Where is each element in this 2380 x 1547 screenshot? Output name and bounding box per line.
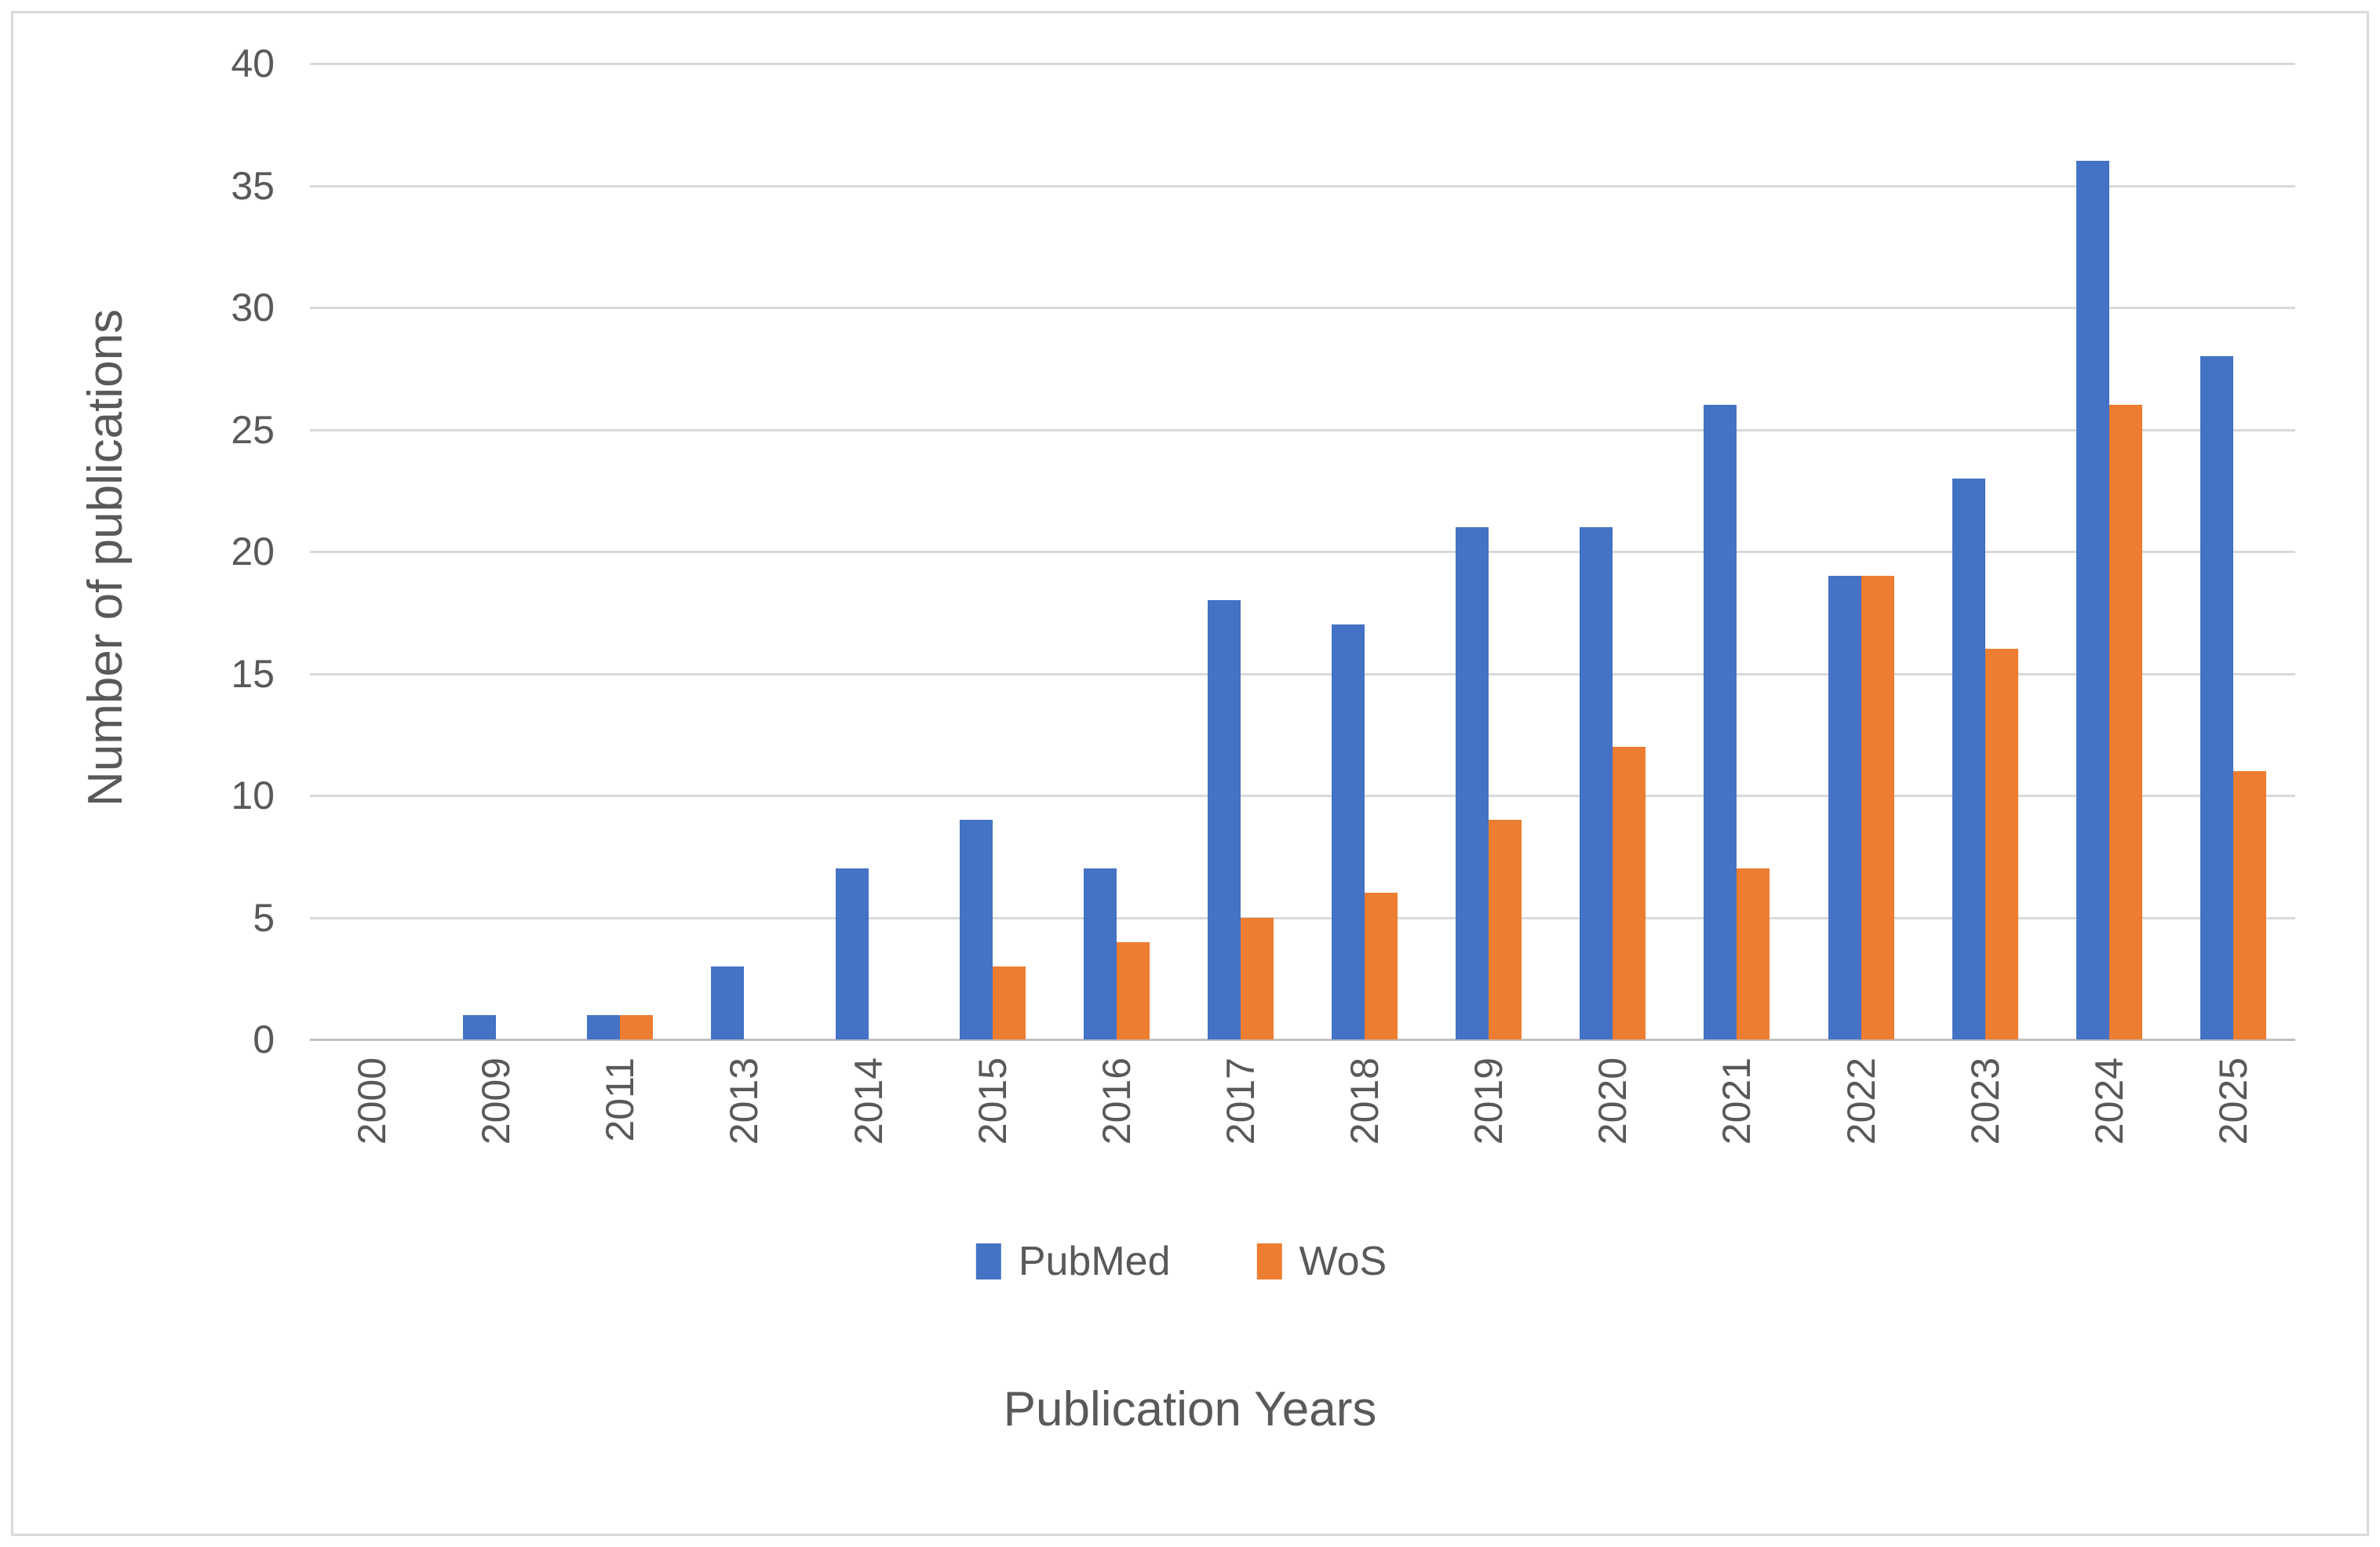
y-axis-title: Number of publications xyxy=(78,308,133,807)
gridline xyxy=(310,63,2295,65)
x-tick-label-2016: 2016 xyxy=(1094,1057,1139,1145)
bar-wos-2017 xyxy=(1240,917,1274,1039)
legend-swatch-wos xyxy=(1256,1243,1282,1279)
bar-pubmed-2019 xyxy=(1456,526,1489,1039)
gridline xyxy=(310,916,2295,919)
plot-area xyxy=(310,63,2295,1041)
x-tick-label-2009: 2009 xyxy=(474,1057,519,1145)
legend-label-pubmed: PubMed xyxy=(1018,1239,1171,1284)
legend: PubMed WoS xyxy=(975,1239,1387,1284)
x-tick-label-2011: 2011 xyxy=(598,1057,643,1142)
bar-pubmed-2009 xyxy=(463,1014,497,1039)
bar-wos-2024 xyxy=(2108,405,2142,1039)
bar-wos-2023 xyxy=(1985,649,2018,1039)
bar-pubmed-2016 xyxy=(1083,868,1117,1039)
y-tick-label: 20 xyxy=(231,530,275,573)
x-tick-label-2013: 2013 xyxy=(722,1057,767,1145)
bar-wos-2022 xyxy=(1861,576,1894,1039)
y-tick-label: 30 xyxy=(231,286,275,329)
x-tick-label-2023: 2023 xyxy=(1963,1057,2007,1145)
bar-wos-2016 xyxy=(1116,941,1150,1039)
x-tick-label-2018: 2018 xyxy=(1343,1057,1387,1145)
gridline xyxy=(310,672,2295,675)
x-tick-label-2017: 2017 xyxy=(1218,1057,1263,1145)
bar-pubmed-2017 xyxy=(1207,600,1241,1039)
bar-wos-2011 xyxy=(620,1014,654,1039)
y-tick-label: 5 xyxy=(253,895,275,940)
bar-wos-2018 xyxy=(1365,893,1398,1039)
gridline xyxy=(310,551,2295,553)
y-tick-label: 15 xyxy=(231,651,275,696)
x-tick-label-2024: 2024 xyxy=(2087,1057,2131,1145)
legend-item-wos: WoS xyxy=(1256,1239,1387,1284)
bar-pubmed-2018 xyxy=(1332,624,1365,1039)
bar-pubmed-2023 xyxy=(1952,478,1985,1039)
y-tick-label: 10 xyxy=(231,774,275,817)
bar-wos-2020 xyxy=(1613,746,1646,1039)
bar-pubmed-2015 xyxy=(959,820,993,1039)
legend-label-wos: WoS xyxy=(1299,1239,1387,1284)
y-tick-label: 35 xyxy=(231,163,275,208)
gridline xyxy=(310,428,2295,431)
bar-pubmed-2011 xyxy=(587,1014,621,1039)
x-tick-label-2019: 2019 xyxy=(1467,1057,1511,1145)
bar-pubmed-2021 xyxy=(1704,405,1737,1039)
x-tick-label-2020: 2020 xyxy=(1591,1057,1635,1145)
chart-frame xyxy=(11,11,2369,1536)
legend-item-pubmed: PubMed xyxy=(975,1239,1171,1284)
x-tick-label-2025: 2025 xyxy=(2211,1057,2255,1145)
bar-pubmed-2024 xyxy=(2076,161,2109,1039)
bar-wos-2025 xyxy=(2232,770,2266,1039)
bar-pubmed-2020 xyxy=(1580,526,1613,1039)
x-tick-label-2014: 2014 xyxy=(846,1057,891,1145)
legend-swatch-pubmed xyxy=(975,1243,1001,1279)
bar-pubmed-2014 xyxy=(835,868,869,1039)
x-tick-label-2000: 2000 xyxy=(350,1057,395,1145)
gridline xyxy=(310,307,2295,309)
y-tick-label: 40 xyxy=(231,42,275,86)
x-axis-title: Publication Years xyxy=(1003,1382,1377,1436)
bar-pubmed-2022 xyxy=(1828,576,1861,1039)
bar-pubmed-2025 xyxy=(2200,356,2233,1039)
bar-pubmed-2013 xyxy=(711,966,745,1039)
y-tick-label: 0 xyxy=(253,1017,275,1061)
x-tick-label-2015: 2015 xyxy=(970,1057,1015,1145)
x-axis-line xyxy=(310,1039,2295,1041)
bar-wos-2019 xyxy=(1489,820,1522,1039)
bar-wos-2021 xyxy=(1737,868,1770,1039)
x-tick-label-2021: 2021 xyxy=(1715,1057,1759,1145)
x-tick-label-2022: 2022 xyxy=(1839,1057,1883,1145)
bar-wos-2015 xyxy=(992,966,1026,1039)
gridline xyxy=(310,795,2295,797)
gridline xyxy=(310,184,2295,187)
y-tick-label: 25 xyxy=(231,407,275,452)
